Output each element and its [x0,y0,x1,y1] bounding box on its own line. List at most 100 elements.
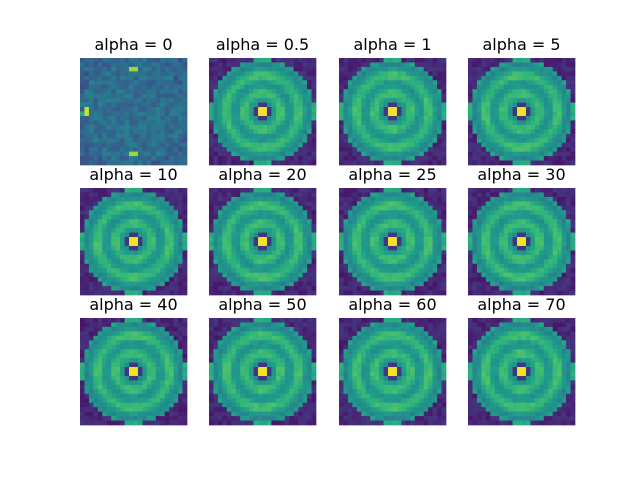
heatmap-cell [503,93,509,99]
heatmap-cell [401,268,407,274]
heatmap-cell [137,353,143,359]
heatmap-cell [262,232,268,238]
heatmap-cell [133,286,139,291]
heatmap-cell [437,210,442,216]
heatmap-cell [432,62,438,68]
heatmap-cell [155,340,161,346]
heatmap-cell [521,120,527,126]
heatmap-cell [490,201,496,207]
heatmap-cell [106,331,112,337]
heatmap-cell [468,102,473,108]
heatmap-cell [178,259,183,265]
heatmap-cell [298,124,303,130]
heatmap-cell [428,228,433,233]
heatmap-cell [405,188,411,193]
heatmap-cell [423,219,429,225]
heatmap-cell [271,214,277,220]
heatmap-cell [370,210,376,216]
heatmap-cell [120,188,125,193]
heatmap-cell [396,245,402,251]
heatmap-cell [106,84,112,90]
heatmap-cell [347,71,353,77]
heatmap-cell [235,201,241,207]
heatmap-cell [106,326,112,332]
heatmap-cell [521,241,527,247]
heatmap-cell [106,142,112,148]
heatmap-cell [231,115,237,121]
heatmap-cell [525,245,531,251]
heatmap-cell [115,322,121,328]
heatmap-cell [405,156,411,161]
heatmap-cell [222,115,228,121]
heatmap-cell [155,120,161,126]
heatmap-cell [231,241,237,247]
heatmap-cell [84,75,90,81]
heatmap-cell [503,66,509,72]
heatmap-cell [173,380,179,386]
heatmap-cell [164,268,170,274]
heatmap-cell [410,62,416,68]
heatmap-cell [388,268,393,274]
heatmap-cell [508,286,513,291]
heatmap-cell [405,120,411,126]
heatmap-cell [146,344,152,350]
heatmap-cell [570,66,576,72]
heatmap-cell [240,228,246,233]
heatmap-cell [275,124,281,130]
heatmap-cell [129,138,134,144]
heatmap-cell [361,245,367,251]
heatmap-cell [289,192,295,198]
heatmap-cell [307,120,312,126]
heatmap-cell [97,349,103,355]
heatmap-cell [485,232,491,238]
heatmap-cell [151,250,157,256]
heatmap-cell [298,228,303,233]
heatmap-cell [432,93,438,99]
heatmap-cell [253,196,259,202]
heatmap-cell [164,89,170,95]
heatmap-cell [182,371,188,377]
heatmap-cell [441,75,447,81]
heatmap-cell [548,142,554,148]
heatmap-cell [543,124,549,130]
heatmap-cell [289,210,295,216]
heatmap-cell [226,124,232,130]
heatmap-cell [262,277,268,282]
heatmap-cell [388,250,393,256]
heatmap-cell [97,358,103,363]
heatmap-cell [142,259,148,265]
heatmap-cell [476,272,482,278]
heatmap-cell [302,98,308,103]
heatmap-cell [383,237,389,242]
heatmap-cell [525,241,531,247]
heatmap-cell [111,375,117,381]
heatmap-cell [124,124,130,130]
heatmap-cell [534,160,540,166]
heatmap-cell [226,250,232,256]
heatmap-cell [472,147,478,152]
heatmap-cell [253,281,259,287]
heatmap-cell [494,111,500,117]
heatmap-cell [151,71,157,77]
heatmap-cell [151,228,157,233]
heatmap-cell [169,254,174,260]
heatmap-cell [106,66,112,72]
heatmap-cell [151,107,157,112]
heatmap-cell [419,129,425,135]
heatmap-cell [437,62,442,68]
heatmap-cell [111,232,117,238]
heatmap-cell [517,89,522,95]
heatmap-image [80,188,188,296]
heatmap-cell [209,111,214,117]
heatmap-cell [169,322,174,328]
heatmap-cell [97,340,103,346]
heatmap-cell [275,138,281,144]
heatmap-cell [93,219,99,225]
heatmap-cell [106,133,112,139]
heatmap-cell [543,237,549,242]
heatmap-cell [142,375,148,381]
heatmap-cell [396,75,402,81]
heatmap-cell [115,254,121,260]
heatmap-cell [155,331,161,337]
heatmap-cell [88,124,94,130]
